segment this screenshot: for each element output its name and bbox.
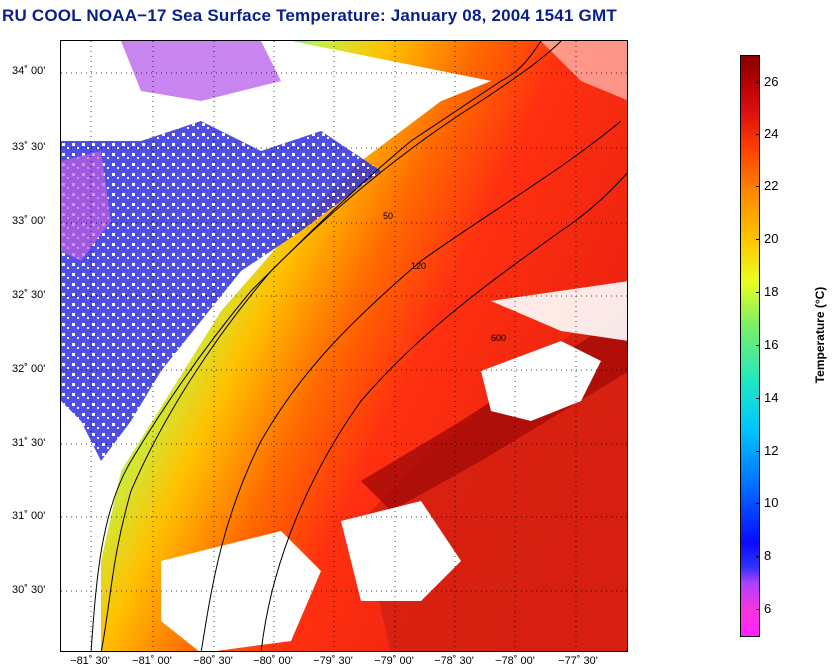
colorbar-tickmark — [756, 345, 760, 346]
colorbar-label: Temperature (°C) — [813, 286, 827, 384]
lon-label: −81˚ 30' — [70, 655, 110, 667]
colorbar-tickmark — [756, 609, 760, 610]
contour-120m — [200, 120, 622, 651]
graticule — [61, 41, 627, 651]
lat-label: 32˚ 30' — [12, 289, 46, 301]
colorbar-tick-label: 24 — [764, 126, 779, 141]
colorbar-tickmark — [756, 134, 760, 135]
contour-label-120: 120 — [411, 261, 426, 271]
lon-label: −81˚ 00' — [132, 655, 172, 667]
colorbar-tick-label: 14 — [764, 390, 779, 405]
colorbar-tick-label: 20 — [764, 231, 779, 246]
colorbar-tickmark — [756, 503, 760, 504]
cloud-patch-4 — [491, 281, 627, 341]
coastline — [90, 41, 542, 651]
colorbar-tick-label: 26 — [764, 74, 779, 89]
colorbar-tickmark — [756, 451, 760, 452]
colorbar-tickmark — [756, 82, 760, 83]
land-speckle — [61, 121, 381, 461]
colorbar-tickmark — [756, 398, 760, 399]
lat-label: 32˚ 00' — [12, 363, 46, 375]
lat-label: 30˚ 30' — [12, 584, 46, 596]
lon-label: −79˚ 30' — [313, 655, 353, 667]
colorbar-tick-label: 18 — [764, 284, 779, 299]
contour-600m — [260, 172, 627, 651]
sst-map-image: 50 120 600 — [61, 41, 627, 651]
lat-label: 33˚ 00' — [12, 215, 46, 227]
lat-label: 31˚ 30' — [12, 437, 46, 449]
colorbar-tickmark — [756, 292, 760, 293]
colorbar-tickmark — [756, 556, 760, 557]
cloud-patch-3 — [341, 501, 461, 601]
sst-map: 50 120 600 — [60, 40, 628, 652]
cold-cloud-left — [61, 151, 111, 261]
lon-label: −79˚ 00' — [374, 655, 414, 667]
colorbar-tickmark — [756, 186, 760, 187]
lon-label: −78˚ 30' — [434, 655, 474, 667]
colorbar-tickmark — [756, 239, 760, 240]
lat-label: 34˚ 00' — [12, 65, 46, 77]
cloud-patch-1 — [481, 341, 601, 421]
lon-label: −77˚ 30' — [558, 655, 598, 667]
colorbar-tick-label: 10 — [764, 495, 779, 510]
colorbar-tick-label: 12 — [764, 443, 779, 458]
temperature-colorbar — [740, 55, 760, 637]
cloud-patch-5 — [541, 41, 627, 101]
colorbar-tick-label: 6 — [764, 601, 772, 616]
lon-label: −80˚ 00' — [253, 655, 293, 667]
lon-label: −80˚ 30' — [193, 655, 233, 667]
lon-label: −78˚ 00' — [495, 655, 535, 667]
lat-label: 31˚ 00' — [12, 510, 46, 522]
map-title: RU COOL NOAA−17 Sea Surface Temperature:… — [2, 6, 617, 25]
contour-label-600: 600 — [491, 333, 506, 343]
colorbar-tick-label: 22 — [764, 178, 779, 193]
lat-label: 33˚ 30' — [12, 141, 46, 153]
colorbar-tick-label: 8 — [764, 548, 772, 563]
contour-label-50: 50 — [383, 211, 393, 221]
cold-cloud-top — [121, 41, 281, 101]
colorbar-tick-label: 16 — [764, 337, 779, 352]
